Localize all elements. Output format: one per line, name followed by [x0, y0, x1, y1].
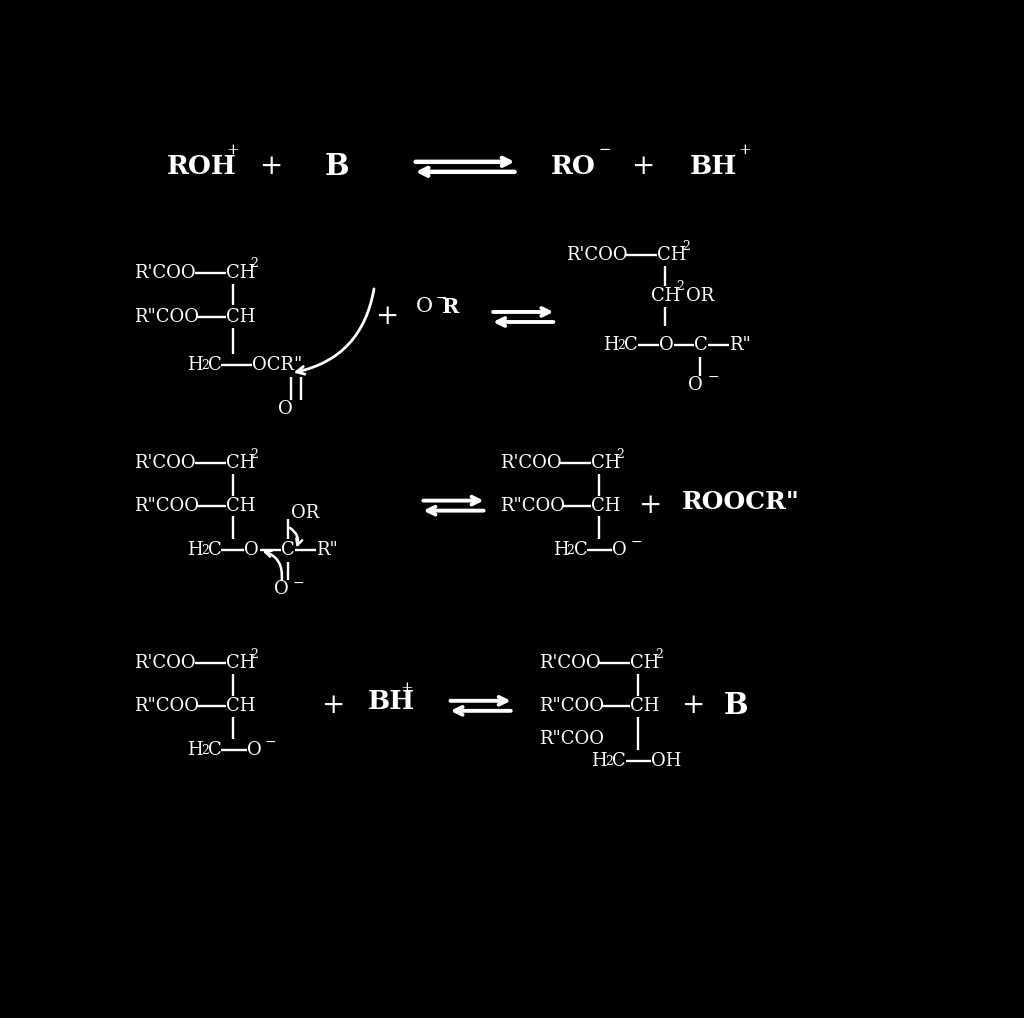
- Text: +: +: [632, 154, 655, 180]
- Text: CH: CH: [657, 246, 687, 265]
- Text: CH: CH: [592, 454, 621, 472]
- Text: OH: OH: [651, 752, 682, 771]
- Text: O: O: [247, 741, 261, 759]
- Text: 2: 2: [201, 744, 209, 757]
- Text: C: C: [624, 337, 638, 354]
- Text: CH: CH: [651, 287, 681, 305]
- Text: −: −: [598, 143, 611, 157]
- Text: R"COO: R"COO: [134, 497, 200, 515]
- Text: O: O: [278, 400, 292, 418]
- Text: O: O: [273, 580, 289, 598]
- Text: C: C: [282, 542, 295, 559]
- Text: 2: 2: [201, 359, 209, 372]
- Text: R": R": [729, 337, 751, 354]
- Text: H: H: [603, 337, 618, 354]
- Text: CH: CH: [630, 696, 659, 715]
- Text: R'COO: R'COO: [134, 655, 196, 673]
- Text: CH: CH: [630, 655, 659, 673]
- Text: CH: CH: [225, 497, 255, 515]
- Text: 2: 2: [251, 258, 258, 271]
- Text: +: +: [682, 692, 706, 720]
- Text: R"COO: R"COO: [500, 497, 565, 515]
- Text: 2: 2: [682, 239, 690, 252]
- Text: C: C: [208, 356, 221, 375]
- Text: CH: CH: [225, 696, 255, 715]
- Text: H: H: [187, 741, 203, 759]
- Text: +: +: [738, 143, 751, 157]
- Text: −: −: [264, 735, 276, 749]
- Text: +: +: [639, 492, 663, 519]
- Text: +: +: [260, 154, 283, 180]
- Text: R"COO: R"COO: [134, 308, 200, 326]
- Text: R'COO: R'COO: [500, 454, 561, 472]
- Text: O: O: [245, 542, 259, 559]
- Text: R'COO: R'COO: [134, 454, 196, 472]
- Text: B: B: [325, 153, 349, 181]
- Text: −: −: [435, 291, 447, 304]
- Text: CH: CH: [225, 655, 255, 673]
- Text: −: −: [292, 575, 304, 589]
- Text: H: H: [592, 752, 607, 771]
- Text: C: C: [612, 752, 626, 771]
- Text: B: B: [724, 691, 749, 721]
- Text: C: C: [573, 542, 588, 559]
- Text: CH: CH: [225, 308, 255, 326]
- Text: O: O: [658, 337, 674, 354]
- Text: 2: 2: [251, 647, 258, 661]
- Text: 2: 2: [201, 544, 209, 557]
- Text: O: O: [612, 542, 627, 559]
- Text: −: −: [630, 534, 642, 549]
- Text: R"COO: R"COO: [539, 696, 604, 715]
- Text: ROOCR": ROOCR": [682, 490, 800, 514]
- Text: +: +: [226, 143, 240, 157]
- Text: 2: 2: [617, 339, 625, 352]
- Text: R"COO: R"COO: [539, 730, 604, 748]
- Text: 2: 2: [655, 647, 663, 661]
- Text: 2: 2: [605, 754, 613, 768]
- Text: +: +: [376, 303, 399, 331]
- Text: H: H: [187, 356, 203, 375]
- Text: C: C: [208, 542, 221, 559]
- Text: R'COO: R'COO: [566, 246, 628, 265]
- Text: CH: CH: [225, 264, 255, 282]
- Text: R'COO: R'COO: [134, 264, 196, 282]
- Text: 2: 2: [566, 544, 574, 557]
- Text: R: R: [442, 297, 459, 317]
- Text: R": R": [316, 542, 338, 559]
- Text: C: C: [208, 741, 221, 759]
- Text: OR: OR: [686, 287, 715, 305]
- Text: OR: OR: [291, 504, 319, 522]
- Text: +: +: [322, 692, 345, 720]
- Text: H: H: [553, 542, 568, 559]
- Text: O: O: [417, 297, 433, 317]
- Text: C: C: [693, 337, 708, 354]
- Text: R"COO: R"COO: [134, 696, 200, 715]
- Text: OCR": OCR": [252, 356, 302, 375]
- Text: O: O: [688, 376, 703, 394]
- Text: CH: CH: [592, 497, 621, 515]
- Text: 2: 2: [251, 448, 258, 460]
- Text: CH: CH: [225, 454, 255, 472]
- Text: +: +: [400, 681, 414, 695]
- Text: 2: 2: [676, 280, 684, 293]
- Text: BH: BH: [369, 689, 416, 715]
- Text: BH: BH: [689, 155, 736, 179]
- Text: H: H: [187, 542, 203, 559]
- Text: RO: RO: [551, 155, 596, 179]
- Text: ROH: ROH: [167, 155, 237, 179]
- Text: R'COO: R'COO: [539, 655, 600, 673]
- Text: −: −: [708, 370, 719, 384]
- Text: 2: 2: [616, 448, 624, 460]
